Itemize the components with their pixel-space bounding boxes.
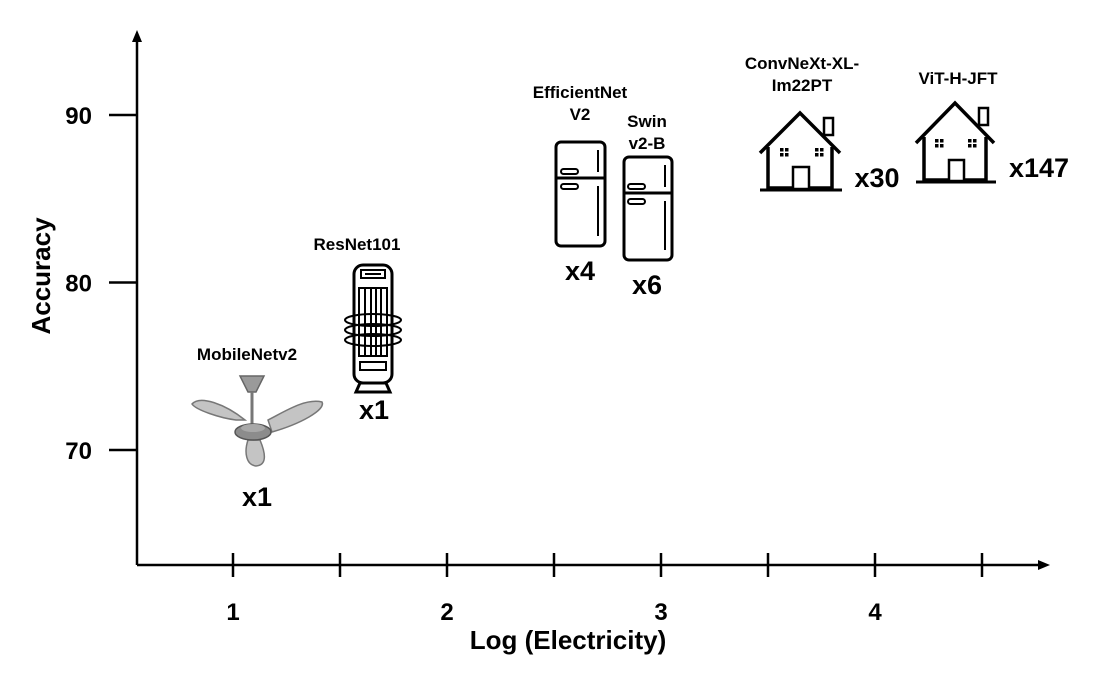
axes (132, 30, 1050, 570)
y-axis-title: Accuracy (26, 217, 56, 335)
refrigerator-icon (554, 140, 607, 248)
label-swinv2b-line2: v2-B (629, 134, 666, 153)
y-tick-label: 80 (65, 271, 92, 298)
multiplier-mobilenetv2: x1 (242, 482, 272, 512)
house-icon (914, 100, 996, 184)
multiplier-convnext: x30 (854, 163, 899, 193)
refrigerator-icon (622, 155, 674, 262)
multiplier-vit: x147 (1009, 153, 1069, 183)
label-convnext-line1: ConvNeXt-XL- (745, 54, 859, 73)
point-swinv2b: Swin v2-B x6 (622, 112, 674, 300)
x-tick-label: 4 (868, 599, 882, 626)
label-convnext-line2: Im22PT (772, 76, 833, 95)
point-mobilenetv2: MobileNetv2 x1 (191, 345, 324, 512)
y-ticks: 70 80 90 (65, 103, 137, 465)
multiplier-efficientnetv2: x4 (565, 256, 595, 286)
x-tick-label: 1 (226, 599, 239, 626)
x-tick-label: 2 (440, 599, 453, 626)
tower-fan-icon (344, 263, 402, 394)
y-axis-arrow (132, 30, 142, 42)
label-vit: ViT-H-JFT (918, 69, 998, 88)
y-tick-label: 70 (65, 438, 92, 465)
label-efficientnetv2-line2: V2 (570, 105, 591, 124)
point-efficientnetv2: EfficientNet V2 x4 (533, 83, 628, 286)
point-vit: ViT-H-JFT x147 (914, 69, 1069, 184)
x-axis-arrow (1038, 560, 1050, 570)
x-tick-label: 3 (654, 599, 667, 626)
y-tick-label: 90 (65, 103, 92, 130)
label-mobilenetv2: MobileNetv2 (197, 345, 297, 364)
point-convnext: ConvNeXt-XL- Im22PT x30 (745, 54, 900, 193)
house-icon (758, 110, 842, 192)
multiplier-resnet101: x1 (359, 395, 389, 425)
ceiling-fan-icon (191, 375, 324, 467)
label-swinv2b-line1: Swin (627, 112, 667, 131)
label-resnet101: ResNet101 (314, 235, 401, 254)
x-ticks: 1 2 3 4 (226, 553, 984, 626)
x-axis-title: Log (Electricity) (470, 625, 666, 655)
multiplier-swinv2b: x6 (632, 270, 662, 300)
point-resnet101: ResNet101 x1 (314, 235, 402, 425)
label-efficientnetv2-line1: EfficientNet (533, 83, 628, 102)
